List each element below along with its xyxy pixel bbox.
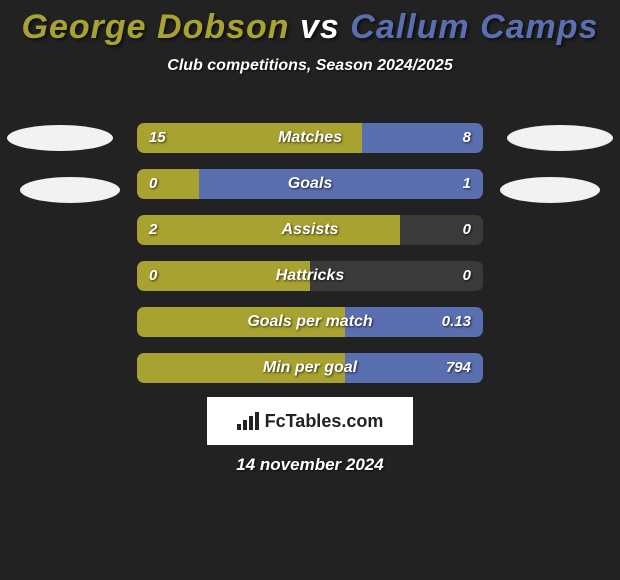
metric-value-left: 15 [149,123,166,153]
player1-name: George Dobson [22,8,290,46]
comparison-title: George Dobson vs Callum Camps [0,0,620,47]
player1-avatar-top [7,125,113,151]
player2-avatar-bottom [500,177,600,203]
comparison-bars: Matches158Goals01Assists20Hattricks00Goa… [137,123,483,399]
metric-row: Min per goal794 [137,353,483,383]
metric-row: Assists2 0 [137,215,483,245]
metric-value-right: 0.13 [442,307,471,337]
player2-name: Callum Camps [350,8,598,46]
metric-value-right: 1 [463,169,471,199]
metric-value-right: 0 [463,261,471,291]
metric-label: Min per goal [137,353,483,383]
metric-row: Goals0 1 [137,169,483,199]
metric-value-right: 0 [463,215,471,245]
metric-label: Assists [137,215,483,245]
metric-value-left: 0 [149,261,157,291]
logo-box: FcTables.com [207,397,413,445]
date-label: 14 november 2024 [0,455,620,475]
metric-value-left: 0 [149,169,157,199]
logo-text: FcTables.com [265,411,384,432]
subtitle: Club competitions, Season 2024/2025 [0,57,620,75]
metric-row: Hattricks0 0 [137,261,483,291]
metric-value-right: 8 [463,123,471,153]
player1-avatar-bottom [20,177,120,203]
metric-row: Goals per match0.13 [137,307,483,337]
fctables-icon [237,412,259,430]
metric-label: Goals per match [137,307,483,337]
metric-row: Matches15 8 [137,123,483,153]
metric-value-left: 2 [149,215,157,245]
player2-avatar-top [507,125,613,151]
vs-label: vs [290,8,351,46]
metric-label: Matches [137,123,483,153]
metric-label: Goals [137,169,483,199]
metric-value-right: 794 [446,353,471,383]
metric-label: Hattricks [137,261,483,291]
